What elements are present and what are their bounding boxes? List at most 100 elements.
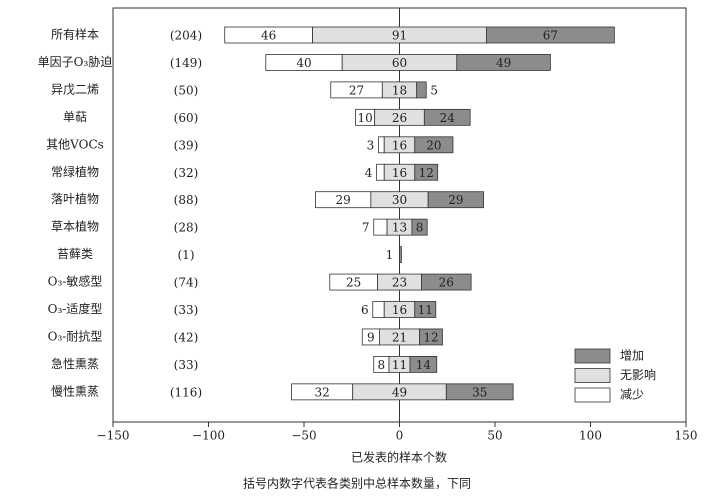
value-label: 32 bbox=[315, 385, 330, 399]
count-label: (33) bbox=[174, 303, 199, 317]
bar-segment bbox=[421, 273, 472, 291]
category-label: O₃-敏感型 bbox=[48, 274, 103, 289]
count-label: (74) bbox=[174, 276, 199, 290]
category-label: 常绿植物 bbox=[51, 164, 99, 179]
category-label: 单萜 bbox=[63, 110, 87, 124]
bar-segment bbox=[414, 301, 437, 318]
legend-label: 无影响 bbox=[620, 367, 656, 382]
bar-segment bbox=[414, 163, 439, 181]
value-label: 10 bbox=[357, 111, 372, 125]
bar-segment bbox=[411, 218, 428, 236]
bar-segment bbox=[376, 163, 385, 181]
category-label: 其他VOCs bbox=[46, 137, 104, 151]
bar-segment bbox=[427, 191, 484, 209]
value-label: 23 bbox=[392, 276, 407, 290]
value-label: 46 bbox=[261, 29, 276, 43]
legend-label: 增加 bbox=[620, 349, 644, 363]
legend-swatch bbox=[574, 348, 611, 364]
category-label: 所有样本 bbox=[51, 27, 99, 42]
category-label: 落叶植物 bbox=[51, 191, 99, 206]
value-label: 12 bbox=[423, 330, 438, 344]
count-label: (149) bbox=[170, 56, 202, 70]
value-label: 91 bbox=[392, 29, 407, 43]
value-label: 8 bbox=[378, 358, 386, 372]
value-label: 49 bbox=[392, 385, 407, 399]
bar-segment bbox=[399, 246, 402, 264]
bar-segment bbox=[372, 301, 385, 318]
value-label: 26 bbox=[439, 276, 454, 290]
count-label: (50) bbox=[174, 83, 199, 97]
count-label: (33) bbox=[174, 358, 199, 372]
value-label: 3 bbox=[367, 138, 375, 152]
value-label: 29 bbox=[448, 193, 463, 207]
value-label: 26 bbox=[392, 111, 407, 125]
value-label: 20 bbox=[426, 138, 441, 152]
value-label: 4 bbox=[365, 166, 373, 180]
x-axis-label: 已发表的样本个数 bbox=[351, 450, 447, 465]
value-label: 14 bbox=[416, 358, 432, 372]
caption: 括号内数字代表各类别中总样本数量，下同 bbox=[243, 476, 471, 491]
category-label: 苔藓类 bbox=[57, 247, 93, 261]
value-label: 11 bbox=[418, 303, 433, 317]
value-label: 29 bbox=[336, 193, 351, 207]
bar-segment bbox=[414, 136, 454, 154]
count-label: (116) bbox=[170, 385, 202, 399]
value-label: 35 bbox=[472, 385, 487, 399]
value-label: 1 bbox=[386, 248, 394, 262]
legend-label: 减少 bbox=[620, 388, 644, 402]
count-label: (32) bbox=[174, 166, 199, 180]
count-label: (88) bbox=[174, 193, 199, 207]
bar-segment bbox=[409, 355, 438, 373]
value-label: 5 bbox=[430, 83, 438, 97]
value-label: 49 bbox=[496, 56, 511, 70]
value-label: 67 bbox=[543, 29, 558, 43]
value-label: 40 bbox=[296, 56, 311, 70]
value-label: 30 bbox=[392, 193, 407, 207]
value-label: 9 bbox=[367, 330, 375, 344]
x-tick-label: −100 bbox=[192, 429, 225, 443]
x-tick-label: −150 bbox=[97, 429, 130, 443]
category-label: O₃-耐抗型 bbox=[48, 328, 103, 343]
value-label: 27 bbox=[349, 83, 364, 97]
value-label: 6 bbox=[361, 303, 369, 317]
bar-segment bbox=[423, 108, 471, 126]
x-tick-label: 0 bbox=[396, 429, 404, 443]
x-tick-label: 100 bbox=[579, 429, 602, 443]
bar-segment bbox=[378, 136, 385, 154]
bar-segment bbox=[445, 383, 514, 401]
category-label: 异戊二烯 bbox=[51, 82, 99, 96]
x-tick-label: 50 bbox=[487, 429, 502, 443]
value-label: 16 bbox=[392, 166, 407, 180]
category-label: 急性熏蒸 bbox=[51, 356, 99, 371]
legend-swatch bbox=[574, 387, 611, 403]
value-label: 18 bbox=[392, 83, 407, 97]
count-label: (39) bbox=[174, 138, 199, 152]
value-label: 7 bbox=[362, 221, 370, 235]
value-label: 60 bbox=[392, 56, 407, 70]
count-label: (42) bbox=[174, 330, 199, 344]
value-label: 11 bbox=[392, 358, 407, 372]
category-label: O₃-适度型 bbox=[48, 301, 103, 316]
value-label: 12 bbox=[419, 166, 434, 180]
count-label: (1) bbox=[178, 248, 195, 262]
category-label: 单因子O₃胁迫 bbox=[38, 54, 113, 69]
bar-segment bbox=[456, 54, 551, 71]
value-label: 24 bbox=[440, 111, 456, 125]
count-label: (204) bbox=[170, 29, 202, 43]
bar-segment bbox=[419, 328, 443, 346]
category-label: 草本植物 bbox=[51, 219, 99, 234]
value-label: 13 bbox=[392, 221, 407, 235]
bar-segment bbox=[486, 26, 615, 44]
value-label: 16 bbox=[392, 138, 407, 152]
x-tick-label: 150 bbox=[675, 429, 698, 443]
value-label: 21 bbox=[392, 330, 407, 344]
value-label: 8 bbox=[416, 221, 424, 235]
category-label: 慢性熏蒸 bbox=[51, 384, 99, 398]
legend-swatch bbox=[574, 368, 611, 383]
value-label: 25 bbox=[346, 276, 361, 290]
value-label: 16 bbox=[392, 303, 407, 317]
count-label: (28) bbox=[174, 221, 199, 235]
bar-segment bbox=[416, 81, 427, 99]
x-tick-label: −50 bbox=[291, 429, 316, 443]
